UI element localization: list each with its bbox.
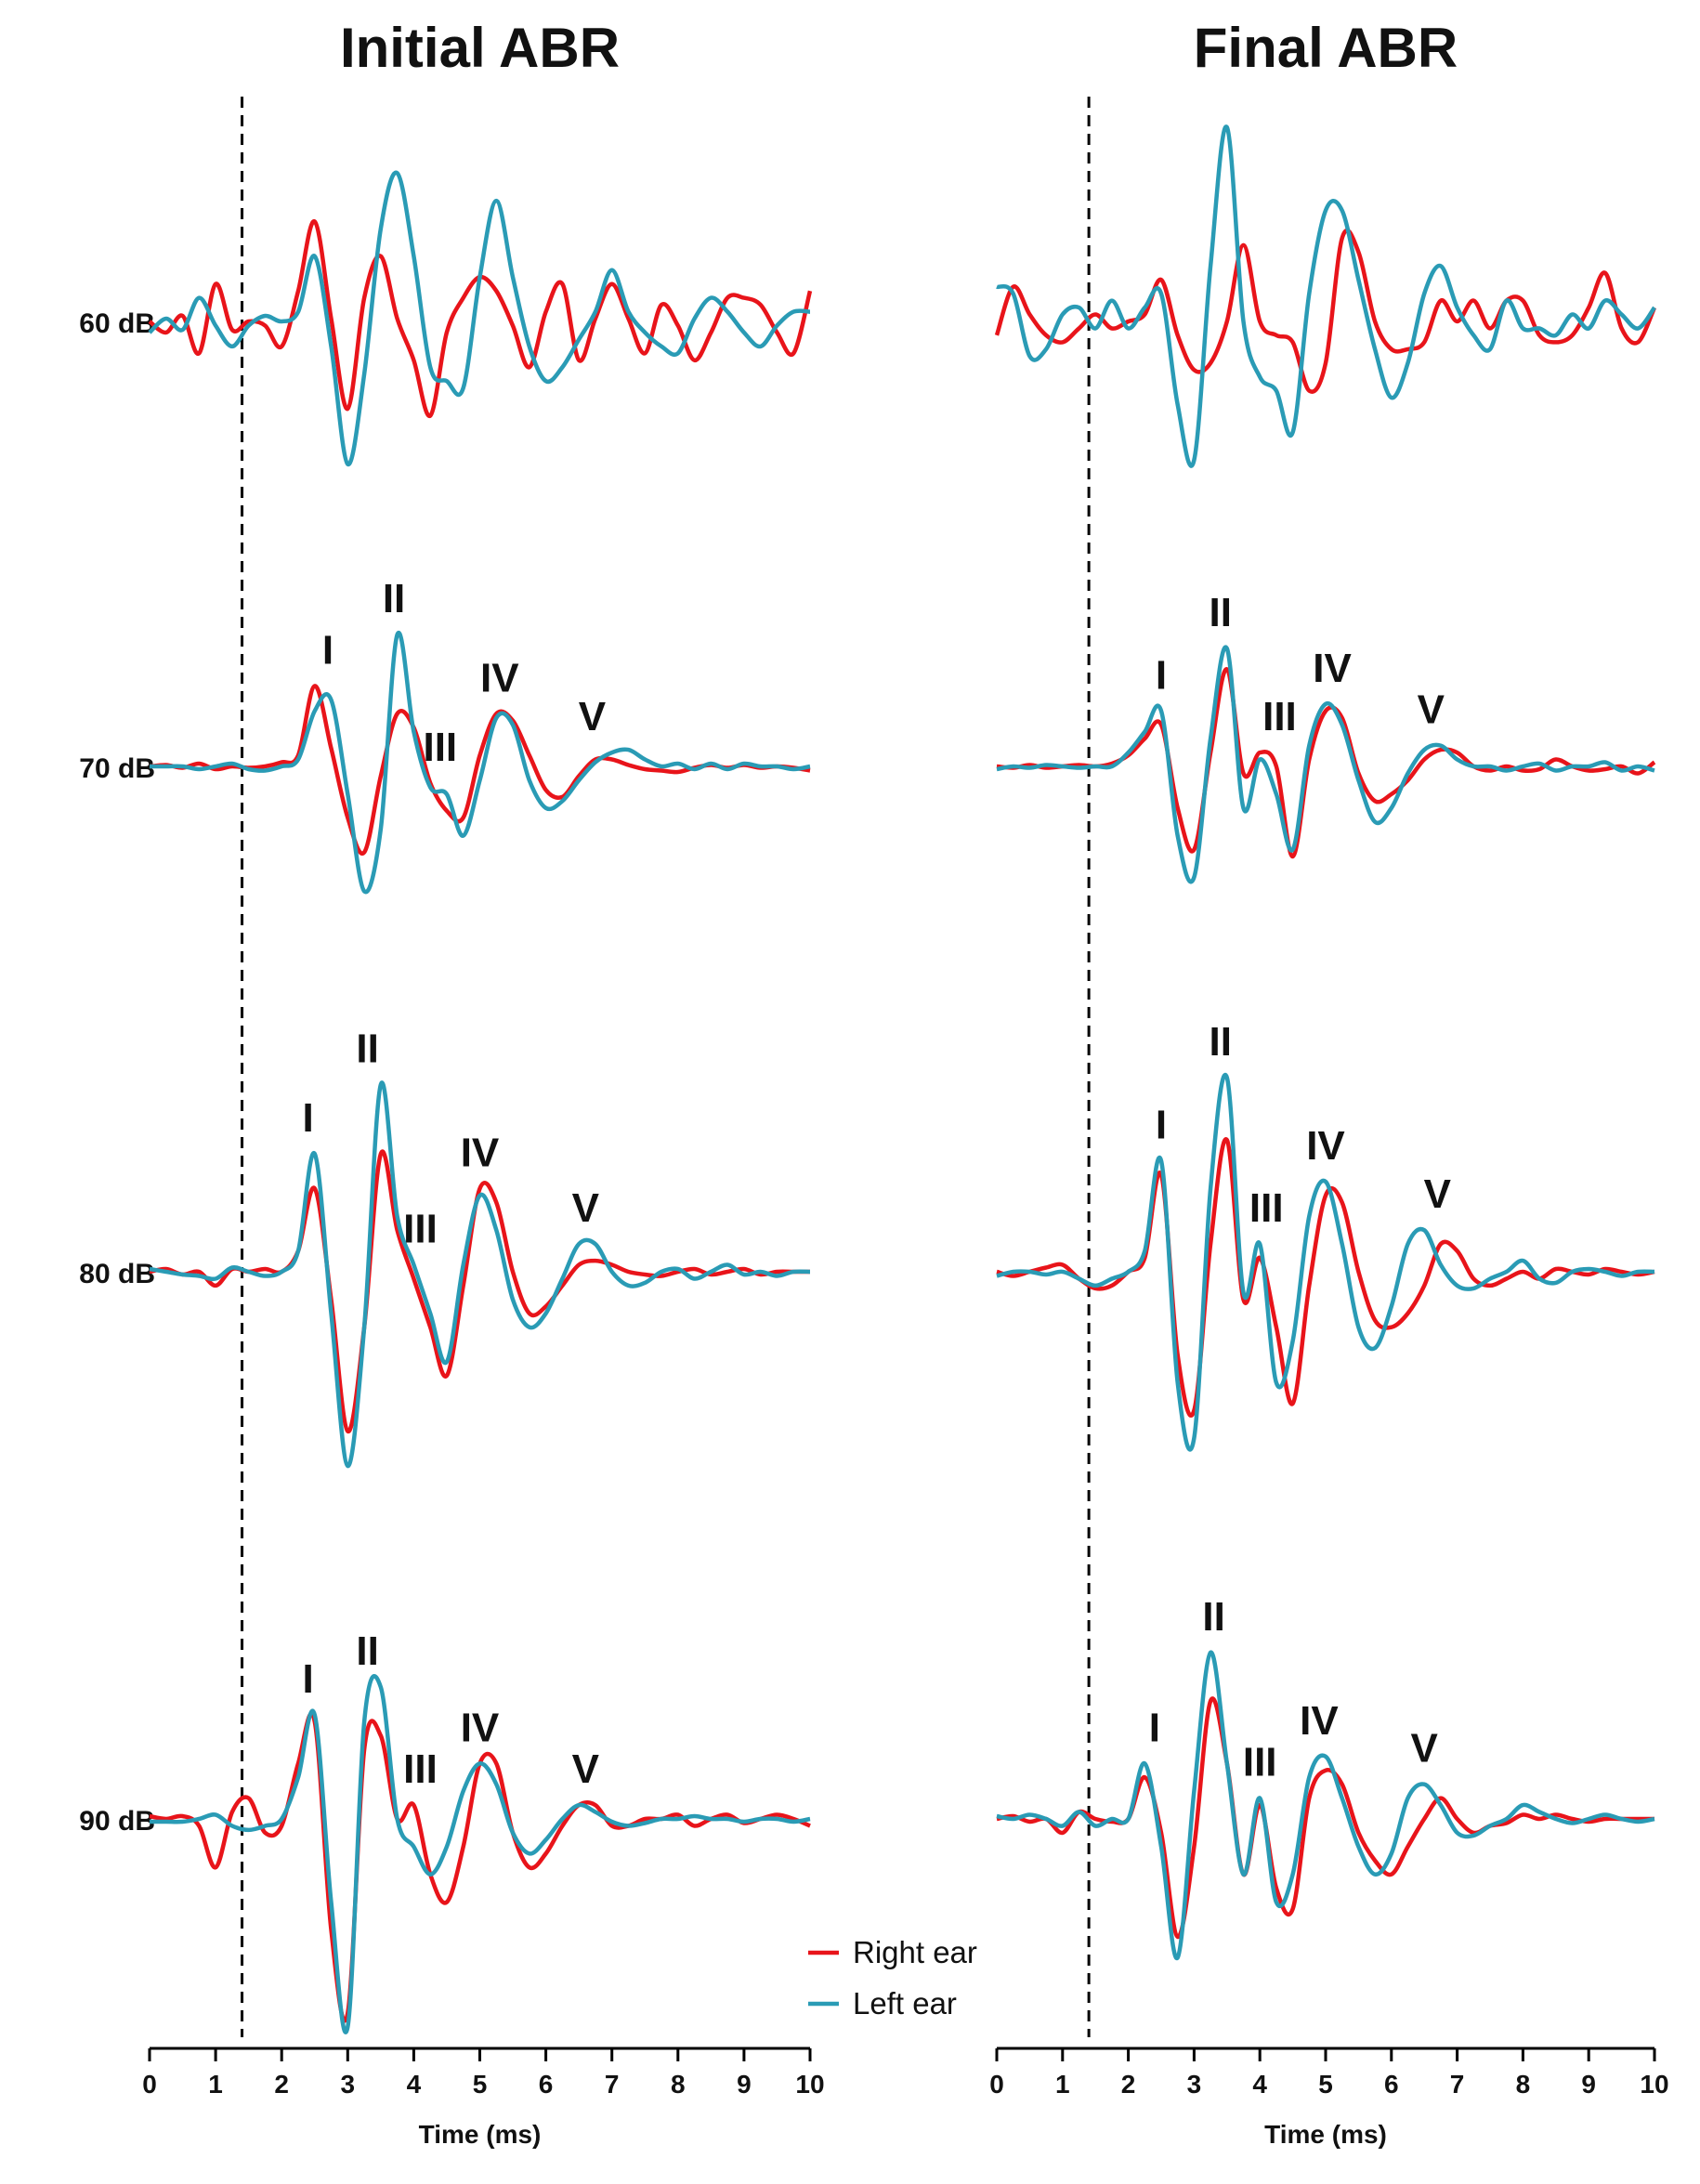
peak-label: III [403,1207,438,1252]
waveform [996,1696,1654,1940]
x-axis-label: Time (ms) [419,2120,542,2149]
x-tick-label: 1 [208,2070,223,2099]
x-tick-label: 5 [1318,2070,1333,2099]
peak-label: I [303,1095,314,1141]
peak-label: IV [480,655,519,700]
peak-label: III [1262,694,1297,739]
level-label: 80 dB [79,1259,155,1289]
peak-label: III [403,1746,438,1792]
x-tick-label: 4 [1252,2070,1267,2099]
x-tick-label: 2 [1121,2070,1136,2099]
x-tick-label: 8 [671,2070,686,2099]
peak-label: III [1243,1740,1277,1785]
x-tick-label: 5 [473,2070,488,2099]
x-axis-label: Time (ms) [1264,2120,1387,2149]
peak-label: II [1209,590,1231,635]
waveform [149,1711,811,2023]
x-tick-label: 3 [1187,2070,1202,2099]
legend-label: Right ear [853,1935,977,1969]
x-tick-label: 4 [407,2070,422,2099]
peak-label: III [423,725,457,770]
waveform [996,124,1656,468]
x-tick-label: 6 [1384,2070,1399,2099]
waveform [996,1650,1655,1960]
x-tick-label: 10 [1640,2070,1668,2099]
x-tick-label: 1 [1055,2070,1070,2099]
legend-label: Left ear [853,1986,957,2021]
peak-label: II [356,1628,378,1674]
level-label: 90 dB [79,1806,155,1837]
x-tick-label: 10 [795,2070,824,2099]
waveform [994,228,1657,394]
peak-label: V [572,1185,600,1231]
level-label: 70 dB [79,753,155,784]
waveform [150,1674,811,2034]
peak-label: II [383,576,405,621]
waveform [148,170,811,466]
level-label: 60 dB [79,308,155,339]
x-tick-label: 2 [274,2070,289,2099]
x-tick-label: 6 [539,2070,554,2099]
peak-label: IV [1313,646,1352,691]
waveform [148,219,813,418]
peak-label: I [1149,1705,1160,1750]
peak-label: I [303,1656,314,1702]
x-tick-label: 0 [142,2070,157,2099]
panel-title: Final ABR [1194,17,1458,79]
waveform [150,630,811,895]
panel-title: Initial ABR [340,17,620,79]
peak-label: II [1202,1594,1224,1640]
peak-label: V [1424,1171,1452,1217]
peak-label: III [1249,1185,1284,1231]
waveform [996,645,1655,884]
peak-label: IV [461,1130,500,1175]
x-tick-label: 3 [341,2070,356,2099]
waveform [149,1149,810,1433]
peak-label: I [1156,652,1167,698]
waveform [996,667,1656,859]
x-tick-label: 8 [1516,2070,1531,2099]
peak-label: IV [461,1705,500,1750]
peak-label: V [1411,1726,1439,1772]
peak-label: V [572,1746,600,1792]
x-tick-label: 7 [605,2070,620,2099]
x-tick-label: 0 [989,2070,1004,2099]
peak-label: V [579,694,607,739]
peak-label: I [1156,1103,1167,1148]
peak-label: II [1209,1019,1231,1065]
peak-label: IV [1306,1123,1345,1169]
waveform [996,1137,1655,1419]
waveform [149,1080,811,1469]
x-tick-label: 9 [737,2070,752,2099]
x-tick-label: 9 [1581,2070,1596,2099]
x-tick-label: 7 [1450,2070,1465,2099]
waveform [996,1073,1655,1452]
peak-label: II [356,1026,378,1071]
peak-label: I [322,627,333,673]
peak-label: V [1418,687,1445,733]
peak-label: IV [1300,1698,1339,1744]
